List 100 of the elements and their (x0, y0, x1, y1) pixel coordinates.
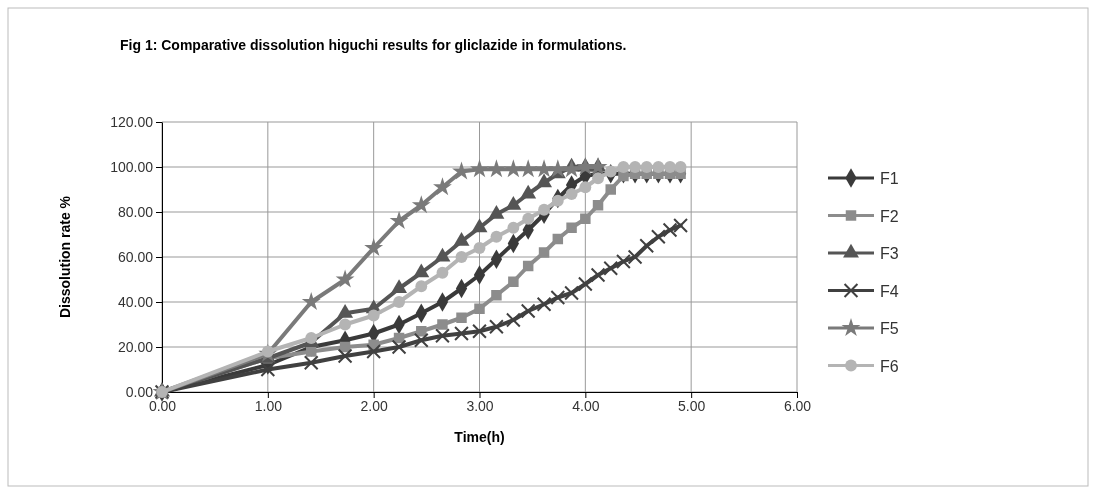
point (580, 213, 591, 224)
point (455, 251, 468, 263)
point (487, 159, 506, 178)
point (391, 339, 407, 355)
point (435, 328, 450, 344)
point (629, 161, 641, 173)
point (437, 319, 448, 330)
point (640, 161, 653, 173)
legend-label: F3 (880, 245, 899, 262)
point (391, 279, 408, 294)
point (592, 200, 604, 211)
point (393, 296, 405, 308)
point (456, 312, 467, 323)
point (490, 230, 503, 243)
point (603, 260, 619, 276)
point (522, 260, 534, 272)
point (339, 318, 352, 331)
point (301, 292, 321, 311)
point (520, 303, 536, 319)
legend-label: F6 (880, 357, 899, 375)
x-tick-label: 3.00 (466, 397, 494, 414)
point (536, 296, 552, 312)
point (518, 159, 538, 178)
point (389, 211, 409, 230)
y-tick-label: 60.00 (117, 248, 154, 265)
point (538, 203, 550, 216)
point (550, 290, 566, 305)
y-axis-title: Dissolution rate % (57, 195, 73, 319)
point (662, 222, 678, 238)
point (472, 323, 487, 339)
point (605, 184, 616, 195)
point (615, 254, 631, 269)
y-tick-label: 100.00 (110, 158, 154, 175)
point (260, 362, 276, 377)
point (579, 181, 592, 194)
point (416, 326, 427, 337)
point (503, 159, 523, 178)
point (565, 188, 578, 200)
legend-label: F5 (880, 320, 899, 337)
point (674, 161, 687, 173)
y-tick-label: 80.00 (117, 203, 154, 220)
point (617, 161, 630, 173)
point (436, 266, 449, 279)
point (474, 303, 485, 314)
point (470, 159, 489, 178)
point (673, 218, 689, 233)
point (536, 173, 553, 188)
point (454, 326, 469, 341)
point (564, 285, 580, 301)
point (491, 290, 502, 301)
x-tick-label: 0.00 (148, 397, 177, 414)
x-tick-label: 6.00 (783, 397, 812, 414)
point (508, 276, 519, 287)
point (305, 346, 317, 357)
point (552, 233, 564, 245)
y-tick-label: 40.00 (117, 293, 154, 310)
x-axis-title: Time(h) (454, 429, 505, 445)
point (627, 249, 643, 265)
point (650, 229, 666, 245)
point (639, 238, 655, 254)
y-tick-label: 0.00 (125, 383, 154, 400)
point (364, 238, 384, 257)
x-tick-label: 4.00 (572, 397, 600, 414)
point (604, 165, 617, 178)
y-tick-label: 20.00 (117, 338, 154, 355)
x-tick-label: 1.00 (254, 397, 283, 414)
point (452, 161, 471, 180)
point (522, 212, 535, 225)
legend-label: F4 (880, 282, 899, 300)
point (577, 276, 593, 292)
point (590, 267, 606, 283)
legend-label: F1 (880, 170, 899, 187)
point (305, 332, 318, 344)
point (303, 355, 319, 371)
point (411, 195, 431, 214)
point (505, 312, 521, 328)
y-tick-label: 120.00 (110, 113, 154, 130)
point (337, 348, 353, 364)
point (415, 280, 428, 293)
point (471, 218, 488, 233)
point (566, 222, 577, 233)
point (433, 177, 452, 196)
point (652, 161, 665, 173)
point (367, 309, 380, 322)
point (551, 194, 564, 207)
point (538, 247, 550, 258)
point (453, 232, 470, 246)
point (507, 221, 520, 234)
chart-title: Fig 1: Comparative dissolution higuchi results for gliclazide in formulations. (120, 37, 627, 53)
point (335, 269, 355, 288)
point (505, 196, 522, 210)
x-tick-label: 2.00 (360, 397, 388, 414)
point (473, 242, 486, 254)
point (366, 344, 382, 359)
point (592, 172, 604, 185)
point (488, 319, 504, 335)
point (664, 161, 676, 173)
point (413, 332, 429, 348)
legend-label: F2 (880, 207, 899, 225)
point (488, 205, 505, 219)
